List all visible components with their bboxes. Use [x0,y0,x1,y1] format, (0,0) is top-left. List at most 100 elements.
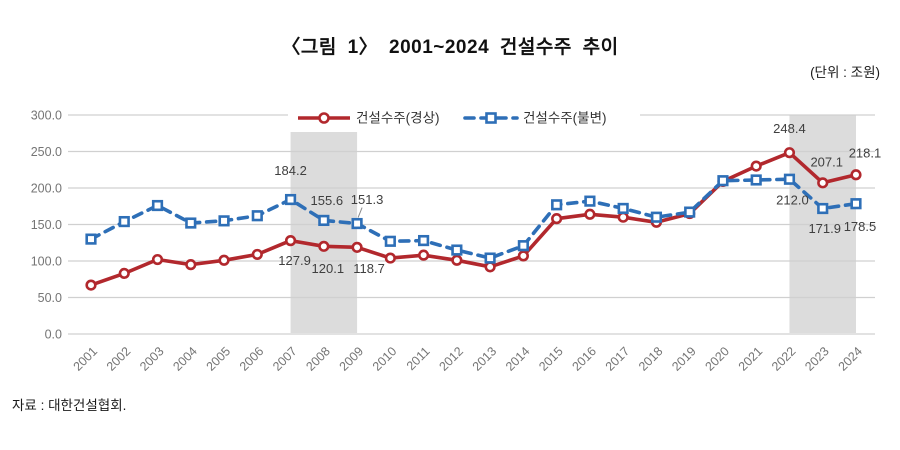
x-tick-label: 2020 [702,344,732,374]
data-point-square [351,217,363,230]
series-line [89,177,858,260]
data-point-square [85,233,97,245]
x-tick-label: 2017 [603,344,633,374]
data-point-square [517,240,529,252]
x-tick-label: 2003 [137,344,167,374]
x-axis-labels: 2001 2002 2003 2004 2005 2006 2007 2008 2009 2010… [71,344,866,374]
unit-note: (단위 : 조원) [810,65,880,80]
data-point-circle [384,252,396,264]
legend-circle-marker-icon [318,112,330,124]
x-tick-label: 2004 [170,344,200,374]
data-point-circle [750,160,762,172]
data-label: 184.2 [274,163,307,178]
x-tick-label: 2023 [802,344,832,374]
data-label: 118.7 [353,261,385,276]
x-tick-label: 2022 [769,344,799,374]
data-point-square [684,206,696,218]
data-point-circle [185,259,197,271]
data-point-circle [783,147,796,159]
series-nominal [85,147,862,291]
data-label: 155.6 [311,193,344,208]
data-point-square [118,215,130,228]
data-label: 212.0 [776,193,809,208]
data-point-circle [318,240,330,252]
x-tick-label: 2002 [104,344,134,374]
data-point-circle [517,250,529,262]
legend-label: 건설수주(불변) [523,111,607,126]
data-point-square [750,174,762,186]
x-tick-label: 2021 [736,344,766,374]
y-tick-label: 50.0 [38,291,62,305]
data-point-square [650,211,663,223]
x-tick-label: 2014 [503,344,533,374]
chart-title: 〈그림 1〉 2001~2024 건설수주 추이 [281,37,619,58]
data-point-circle [451,254,463,266]
data-label: 218.1 [849,145,882,160]
source-note: 자료 : 대한건설협회. [12,398,127,413]
x-tick-label: 2018 [636,344,666,374]
x-tick-label: 2009 [337,344,367,374]
x-tick-label: 2008 [303,344,333,374]
data-label: 127.9 [278,253,311,268]
legend-label: 건설수주(경상) [356,111,440,126]
data-point-circle [551,213,563,225]
label-leader-line [357,207,363,218]
x-tick-label: 2012 [436,344,466,374]
data-point-square [584,195,596,207]
data-point-square [185,217,197,229]
data-point-circle [85,279,97,291]
data-point-square [783,173,796,185]
data-point-square [484,252,496,264]
series-line [90,150,857,287]
x-tick-label: 2024 [836,344,866,374]
data-label: 178.5 [844,219,877,234]
data-point-circle [251,248,263,261]
data-point-circle [351,241,363,253]
y-tick-label: 250.0 [31,145,62,159]
x-tick-label: 2006 [237,344,267,374]
data-point-square [617,202,629,215]
data-label: 151.3 [351,192,384,207]
data-label: 171.9 [808,221,841,236]
legend-item-real: 건설수주(불변) [463,111,607,126]
x-tick-label: 2010 [370,344,400,374]
y-tick-label: 100.0 [31,255,62,269]
data-label: 248.4 [773,121,806,136]
series-real [85,173,862,264]
data-point-circle [284,235,297,247]
x-tick-label: 2015 [536,344,566,374]
data-point-circle [151,253,164,266]
data-point-square [417,234,430,247]
y-tick-label: 150.0 [31,218,62,232]
x-tick-label: 2005 [204,344,234,374]
data-point-circle [617,211,629,223]
x-tick-label: 2001 [71,344,101,374]
data-label: 207.1 [810,154,843,169]
y-axis-labels: 0.0 50.0 100.0 150.0 200.0 250.0 300.0 [31,109,62,342]
legend-item-nominal: 건설수주(경상) [298,111,440,126]
data-point-square [850,198,862,210]
x-tick-label: 2013 [470,344,500,374]
data-point-square [551,199,563,211]
data-point-circle [850,169,862,181]
data-point-circle [584,208,596,220]
x-tick-label: 2011 [404,344,433,373]
data-point-square [717,175,729,187]
data-point-square [451,244,463,256]
y-tick-label: 0.0 [45,328,62,342]
x-tick-label: 2016 [569,344,599,374]
x-tick-label: 2019 [669,344,699,374]
data-point-square [151,199,164,212]
data-point-circle [418,249,430,261]
data-point-circle [817,177,829,189]
y-tick-label: 200.0 [31,182,62,196]
data-point-square [318,214,330,227]
data-point-circle [484,261,496,273]
data-point-square [817,202,829,215]
legend: 건설수주(경상) 건설수주(불변) [288,103,640,132]
y-tick-label: 300.0 [31,109,62,123]
data-point-square [251,210,263,222]
data-point-square [218,215,230,227]
